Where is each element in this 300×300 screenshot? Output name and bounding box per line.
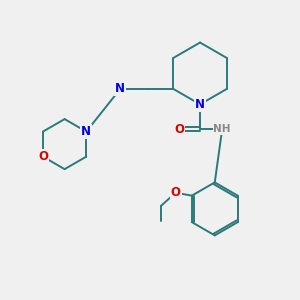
Text: N: N [115, 82, 125, 95]
Text: O: O [38, 150, 48, 163]
Text: N: N [81, 125, 91, 138]
Text: N: N [195, 98, 205, 111]
Text: O: O [171, 186, 181, 199]
Text: NH: NH [213, 124, 231, 134]
Text: O: O [174, 123, 184, 136]
